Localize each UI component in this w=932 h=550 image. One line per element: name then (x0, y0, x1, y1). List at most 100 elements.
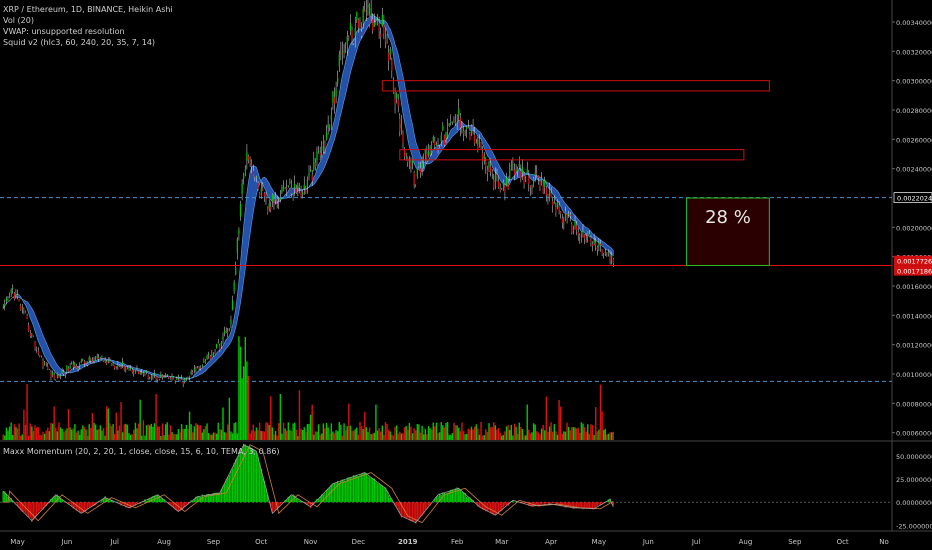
candle-body (491, 171, 493, 173)
candle-body (415, 184, 417, 186)
candle-body (316, 152, 318, 160)
candle-body (314, 162, 316, 167)
time-tick-label: Sep (207, 538, 221, 546)
momentum-bar (435, 497, 438, 503)
volume-bar (501, 435, 503, 440)
momentum-bar (209, 495, 211, 503)
volume-bar (321, 433, 323, 440)
momentum-bar (451, 489, 454, 503)
candle-body (378, 24, 380, 32)
volume-bar (220, 429, 223, 440)
volume-bar (286, 430, 288, 440)
volume-bar (403, 427, 406, 440)
momentum-bar (558, 502, 560, 506)
momentum-bar (547, 502, 549, 505)
volume-bar (359, 422, 361, 440)
momentum-bar (254, 449, 256, 503)
candle-body (149, 377, 151, 379)
volume-bar (524, 435, 527, 440)
candle-body (72, 364, 74, 368)
momentum-bar (397, 502, 399, 510)
momentum-bar (10, 498, 12, 503)
momentum-bar (329, 487, 331, 503)
volume-bar (419, 432, 422, 440)
momentum-bar (5, 493, 8, 503)
volume-bar (311, 404, 313, 440)
time-tick-label: Jul (109, 538, 119, 546)
volume-bar (569, 430, 571, 440)
candle-body (274, 196, 277, 201)
candle-body (104, 360, 106, 361)
candle-body (317, 151, 320, 153)
volume-bar (333, 433, 336, 440)
candle-body (227, 332, 229, 334)
candle-body (180, 378, 183, 379)
candle-body (169, 378, 172, 379)
volume-bar (222, 407, 224, 440)
momentum-bar (150, 497, 153, 503)
momentum-bar (524, 502, 527, 504)
candle-body (281, 187, 283, 193)
volume-bar (582, 423, 584, 440)
volume-bar (225, 432, 227, 440)
candle-body (238, 229, 240, 235)
momentum-tick-label: 0.00000000 (896, 499, 932, 507)
candle-body (490, 166, 492, 172)
candle-body (411, 160, 414, 164)
candle-body (42, 361, 44, 366)
momentum-bar (405, 502, 407, 519)
candle-body (469, 133, 471, 141)
candle-body (310, 169, 312, 172)
volume-bar (26, 384, 28, 440)
candle-body (405, 152, 407, 155)
candle-body (523, 175, 525, 184)
momentum-bar (534, 502, 536, 507)
volume-bar (424, 428, 426, 440)
volume-bar (51, 423, 54, 440)
candle-body (295, 188, 297, 193)
momentum-bar (567, 502, 570, 507)
volume-bar (7, 430, 9, 440)
candle-body (94, 359, 97, 360)
candle-body (394, 97, 396, 104)
volume-bar (612, 431, 614, 440)
volume-bar (410, 426, 412, 440)
candle-body (230, 319, 232, 324)
momentum-bar (286, 499, 288, 503)
volume-bar (536, 431, 538, 440)
volume-bar (602, 429, 605, 440)
volume-bar (413, 428, 415, 440)
momentum-bar (48, 502, 51, 504)
candle-body (82, 359, 84, 361)
candle-body (63, 372, 65, 374)
momentum-bar (258, 463, 261, 503)
candle-body (131, 370, 133, 373)
momentum-bar (336, 480, 339, 503)
candle-body (451, 121, 453, 123)
momentum-bar (182, 502, 184, 509)
volume-bar (472, 429, 474, 440)
volume-bar (485, 429, 487, 440)
candle-body (67, 368, 70, 372)
candle-body (482, 153, 484, 162)
candle-body (537, 175, 539, 178)
momentum-bar (131, 502, 133, 506)
candle-body (225, 330, 227, 332)
volume-bar (580, 422, 583, 440)
momentum-bar (450, 489, 452, 503)
volume-bar (421, 425, 423, 440)
momentum-bar (602, 502, 605, 503)
candle-body (24, 311, 27, 314)
volume-bar (136, 428, 138, 440)
momentum-bar (536, 502, 538, 506)
candle-body (494, 175, 496, 182)
candle-body (28, 325, 30, 332)
momentum-bar (195, 496, 197, 503)
candle-body (497, 181, 500, 188)
candle-body (542, 185, 544, 194)
momentum-bar (45, 502, 47, 506)
momentum-bar (281, 502, 283, 504)
volume-bar (227, 424, 229, 440)
candle-body (467, 126, 469, 128)
